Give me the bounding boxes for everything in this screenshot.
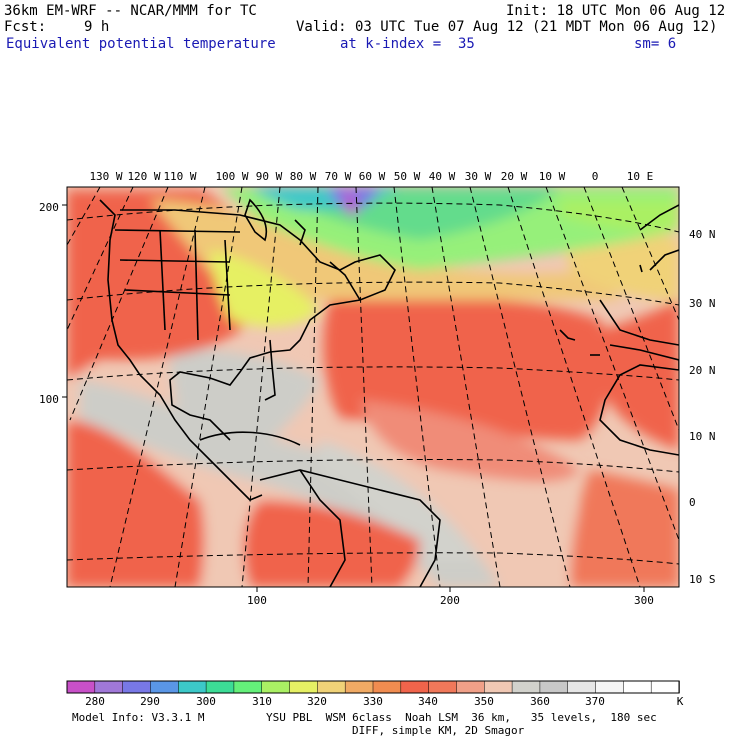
colorbar-tick-label: 340 bbox=[418, 695, 438, 708]
lat-label: 10 S bbox=[689, 573, 716, 586]
lat-label: 10 N bbox=[689, 430, 716, 443]
lon-label: 60 W bbox=[359, 170, 386, 183]
colorbar-cell bbox=[539, 680, 569, 694]
colorbar-cell bbox=[66, 680, 96, 694]
colorbar-units: K bbox=[677, 695, 684, 708]
model-info: Model Info: V3.3.1 M bbox=[72, 711, 205, 724]
lon-label: 130 W bbox=[89, 170, 122, 183]
level-info: at k-index = 35 bbox=[340, 36, 475, 52]
grid-ticks bbox=[62, 204, 645, 592]
lon-label: 0 bbox=[592, 170, 599, 183]
lon-label: 10 E bbox=[627, 170, 654, 183]
colorbar-tick-label: 290 bbox=[140, 695, 160, 708]
colorbar-cell bbox=[595, 680, 625, 694]
lon-label: 30 W bbox=[465, 170, 492, 183]
colorbar-tick-label: 300 bbox=[196, 695, 216, 708]
longitude-labels: 130 W 120 W 110 W 100 W 90 W 80 W 70 W 6… bbox=[89, 170, 653, 183]
colorbar-tick-label: 280 bbox=[85, 695, 105, 708]
colorbar-cell bbox=[623, 680, 652, 694]
grid-x-label: 300 bbox=[634, 594, 654, 607]
lon-label: 120 W bbox=[127, 170, 160, 183]
temperature-field bbox=[67, 187, 679, 587]
lon-label: 100 W bbox=[215, 170, 248, 183]
colorbar-frame bbox=[66, 680, 680, 694]
colorbar-cell bbox=[122, 680, 152, 694]
lat-label: 0 bbox=[689, 496, 696, 509]
colorbar-cell bbox=[456, 680, 486, 694]
lon-label: 90 W bbox=[256, 170, 283, 183]
grid-y-label: 100 bbox=[39, 393, 59, 406]
colorbar-labels: 280 290 300 310 320 330 340 350 360 370 … bbox=[85, 695, 684, 708]
map-frame bbox=[66, 186, 680, 588]
colorbar-cell bbox=[261, 680, 291, 694]
colorbar-cell bbox=[567, 680, 597, 694]
lat-label: 40 N bbox=[689, 228, 716, 241]
lat-label: 30 N bbox=[689, 297, 716, 310]
field-name: Equivalent potential temperature bbox=[6, 36, 276, 52]
colorbar-cell bbox=[289, 680, 319, 694]
colorbar-tick-label: 360 bbox=[530, 695, 550, 708]
grid-x-label: 100 bbox=[247, 594, 267, 607]
smoothing-info: sm= 6 bbox=[634, 36, 677, 52]
lon-label: 80 W bbox=[290, 170, 317, 183]
colorbar-cell bbox=[233, 680, 263, 694]
colorbar-cell bbox=[372, 680, 402, 694]
grid-index-labels: 200 100 100 200 300 bbox=[39, 201, 654, 607]
latitude-labels: 40 N 30 N 20 N 10 N 0 10 S bbox=[689, 228, 716, 586]
model-title: 36km EM-WRF -- NCAR/MMM for TC bbox=[4, 3, 257, 19]
colorbar-cell bbox=[428, 680, 458, 694]
coastlines bbox=[99, 198, 679, 587]
colorbar-cell bbox=[178, 680, 207, 694]
colorbar-cell bbox=[650, 680, 680, 694]
colorbar-tick-label: 350 bbox=[474, 695, 494, 708]
forecast-label: Fcst: bbox=[4, 19, 47, 35]
graticule bbox=[67, 187, 679, 587]
lat-label: 20 N bbox=[689, 364, 716, 377]
colorbar-tick-label: 330 bbox=[363, 695, 383, 708]
colorbar-cell bbox=[484, 680, 513, 694]
forecast-hour: 9 h bbox=[84, 19, 110, 35]
diffusion-info: DIFF, simple KM, 2D Smagor bbox=[352, 724, 525, 737]
lon-label: 70 W bbox=[325, 170, 352, 183]
colorbar-cells bbox=[66, 680, 680, 694]
colorbar-tick-label: 310 bbox=[252, 695, 272, 708]
grid-y-label: 200 bbox=[39, 201, 59, 214]
lon-label: 110 W bbox=[163, 170, 196, 183]
colorbar-tick-label: 320 bbox=[307, 695, 327, 708]
colorbar-cell bbox=[150, 680, 180, 694]
lon-label: 10 W bbox=[539, 170, 566, 183]
init-time: Init: 18 UTC Mon 06 Aug 12 bbox=[506, 3, 726, 19]
colorbar-tick-label: 370 bbox=[585, 695, 605, 708]
colorbar-cell bbox=[400, 680, 430, 694]
colorbar-cell bbox=[511, 680, 541, 694]
physics-info: YSU PBL WSM 6class Noah LSM 36 km, 35 le… bbox=[266, 711, 657, 724]
lon-label: 20 W bbox=[501, 170, 528, 183]
colorbar-cell bbox=[94, 680, 124, 694]
valid-time: Valid: 03 UTC Tue 07 Aug 12 (21 MDT Mon … bbox=[296, 19, 718, 35]
colorbar-cell bbox=[317, 680, 346, 694]
grid-x-label: 200 bbox=[440, 594, 460, 607]
lon-label: 40 W bbox=[429, 170, 456, 183]
colorbar-cell bbox=[205, 680, 235, 694]
colorbar-cell bbox=[344, 680, 374, 694]
lon-label: 50 W bbox=[394, 170, 421, 183]
